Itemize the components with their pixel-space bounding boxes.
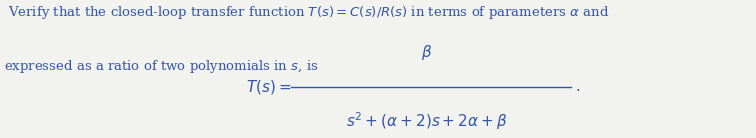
- Text: .: .: [576, 80, 581, 94]
- Text: $s^2 + (\alpha + 2)s + 2\alpha + \beta$: $s^2 + (\alpha + 2)s + 2\alpha + \beta$: [346, 111, 508, 132]
- Text: $\beta$: $\beta$: [422, 43, 432, 62]
- Text: expressed as a ratio of two polynomials in $s$, is: expressed as a ratio of two polynomials …: [4, 58, 318, 75]
- Text: $T(s) =$: $T(s) =$: [246, 78, 291, 96]
- Text: Verify that the closed-loop transfer function $T(s) = C(s)/R(s)$ in terms of par: Verify that the closed-loop transfer fun…: [4, 4, 609, 21]
